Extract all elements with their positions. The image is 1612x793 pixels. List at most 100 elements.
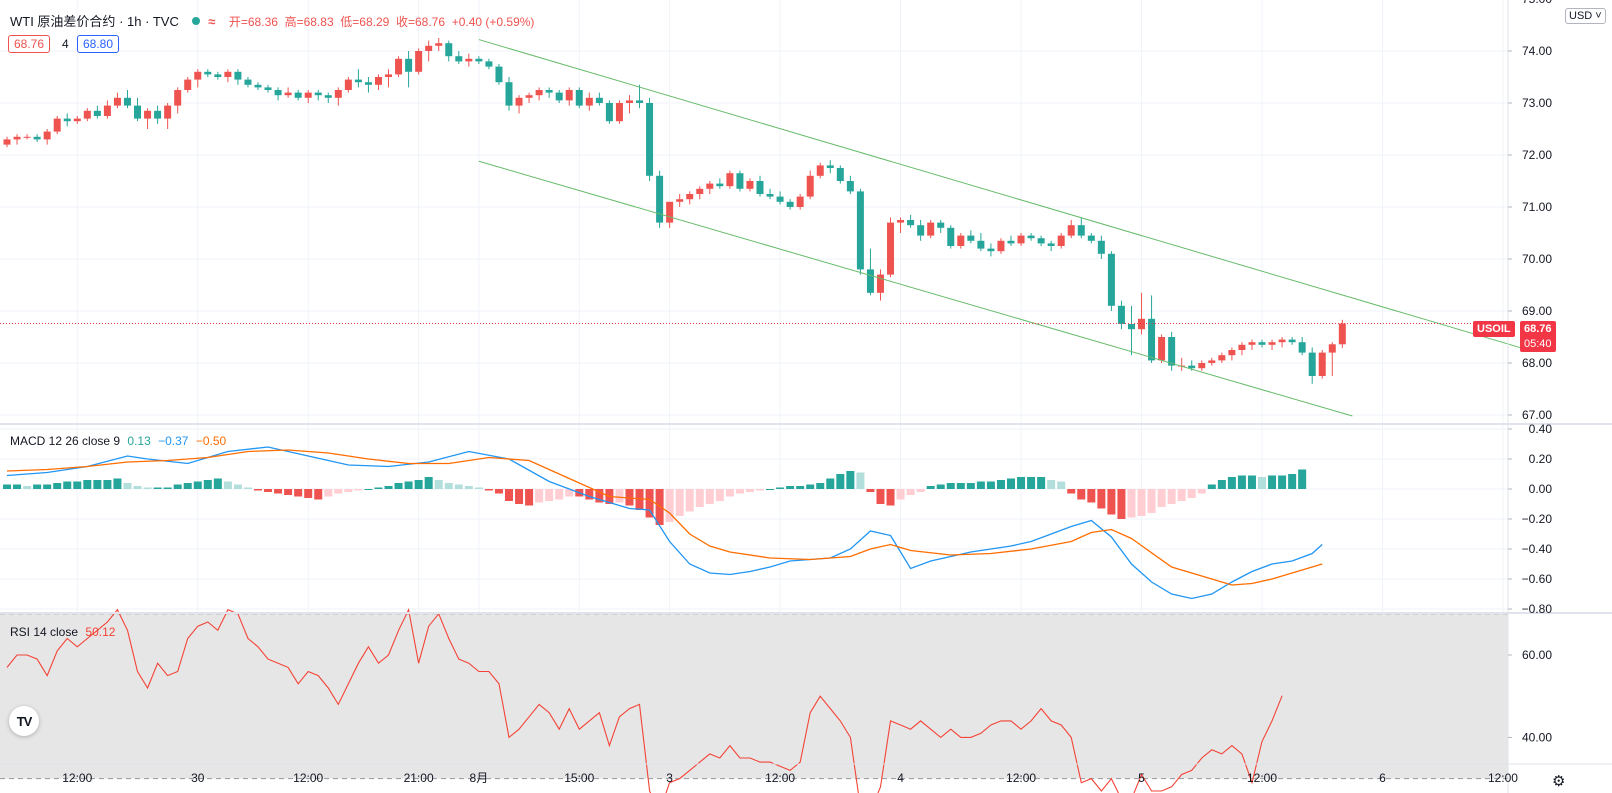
- candle-body: [565, 90, 573, 101]
- candle-body: [786, 201, 794, 207]
- histogram-bar: [33, 484, 42, 489]
- candle-body: [1318, 352, 1326, 376]
- candle-body: [575, 90, 583, 106]
- histogram-bar: [635, 489, 644, 510]
- histogram-bar: [23, 486, 32, 489]
- histogram-bar: [786, 486, 795, 489]
- candle-body: [656, 175, 664, 223]
- macd-line-macd: [6, 446, 1323, 600]
- y-tick-label: 0.20: [1529, 452, 1553, 466]
- x-tick-label: 12:00: [1006, 771, 1036, 785]
- histogram-bar: [344, 489, 353, 492]
- candle-body: [646, 103, 654, 176]
- histogram-bar: [936, 484, 945, 489]
- candle-body: [405, 58, 413, 72]
- candle-body: [1168, 337, 1176, 366]
- histogram-bar: [1268, 475, 1277, 489]
- histogram-bar: [1147, 489, 1156, 513]
- candle-body: [1338, 323, 1346, 345]
- candle-body: [1087, 235, 1095, 241]
- candle-body: [585, 97, 593, 106]
- indicator-lines: [0, 322, 1508, 793]
- candle-body: [1308, 352, 1316, 376]
- histogram-bar: [73, 481, 82, 489]
- y-tick-label: 74.00: [1522, 44, 1552, 58]
- rsi-title[interactable]: RSI 14 close: [10, 625, 79, 639]
- histogram-bar: [1037, 477, 1046, 489]
- candle-body: [615, 103, 623, 122]
- x-tick-label: 4: [897, 771, 904, 785]
- histogram-bar: [946, 483, 955, 489]
- histogram-bar: [1187, 489, 1196, 498]
- histogram-bar: [284, 489, 293, 495]
- candle-body: [555, 92, 563, 101]
- rsi-current-value: 50.12: [85, 625, 116, 639]
- time-axis[interactable]: 12:00 30 12:00 21:00 8月 15:00 3 12:00 4 12:00 5 12:…: [62, 771, 1518, 785]
- price-axis[interactable]: 75.00 74.00 73.00 72.00 71.00 70.00 69.00 68.00…: [1508, 0, 1552, 793]
- candle-body: [1067, 225, 1075, 236]
- y-tick-label: −0.40: [1522, 542, 1553, 556]
- x-tick-label: 8月: [470, 771, 489, 785]
- spread-value: 4: [62, 37, 69, 51]
- x-tick-label: 15:00: [564, 771, 594, 785]
- histogram-bar: [1217, 480, 1226, 489]
- currency-button[interactable]: USD ˅: [1565, 8, 1606, 24]
- candle-body: [1298, 342, 1306, 353]
- price-tag-symbol: USOIL: [1473, 321, 1515, 337]
- histogram-bar: [585, 489, 594, 500]
- market-status-icon[interactable]: [192, 17, 201, 25]
- histogram-bar: [1027, 477, 1036, 489]
- candle-body: [816, 165, 824, 176]
- y-tick-label: 71.00: [1522, 200, 1552, 214]
- candle-body: [947, 227, 955, 246]
- candle-body: [123, 97, 131, 106]
- candle-body: [1288, 339, 1296, 343]
- x-tick-label: 12:00: [62, 771, 92, 785]
- histogram-bar: [1298, 469, 1307, 489]
- histogram-bar: [555, 489, 564, 500]
- histogram-bar: [484, 489, 493, 491]
- bid-price[interactable]: 68.76: [8, 35, 51, 53]
- candle-body: [525, 95, 533, 98]
- histogram-bar: [1117, 489, 1126, 519]
- y-tick-label: 40.00: [1522, 730, 1552, 744]
- price-tag-countdown: 05:40: [1520, 336, 1556, 352]
- macd-legend: MACD 12 26 close 9 0.13 −0.37 −0.50: [10, 434, 226, 448]
- channel-line-lower[interactable]: [478, 160, 1353, 417]
- wave-icon[interactable]: ≈: [208, 14, 216, 29]
- channel-line-upper[interactable]: [478, 39, 1524, 349]
- candle-body: [194, 71, 202, 80]
- macd-signal-value: −0.50: [195, 434, 227, 448]
- candle-body: [636, 100, 644, 103]
- candle-body: [254, 84, 262, 88]
- y-tick-label: 70.00: [1522, 252, 1552, 266]
- histogram-bar: [675, 489, 684, 516]
- histogram-bar: [1127, 489, 1136, 518]
- candle-body: [425, 45, 433, 51]
- settings-gear-icon[interactable]: ⚙: [1552, 773, 1566, 790]
- histogram-bar: [424, 477, 433, 489]
- macd-title[interactable]: MACD 12 26 close 9: [10, 434, 121, 448]
- candle-body: [1138, 318, 1146, 330]
- candle-body: [294, 92, 302, 98]
- ask-price[interactable]: 68.80: [77, 35, 120, 53]
- interval-label[interactable]: 1h: [127, 14, 142, 29]
- tradingview-logo[interactable]: TV: [9, 706, 39, 736]
- histogram-bar: [1167, 489, 1176, 504]
- histogram-bar: [384, 486, 393, 489]
- histogram-bar: [113, 478, 122, 489]
- histogram-bar: [1057, 481, 1066, 489]
- histogram-bar: [314, 489, 323, 500]
- histogram-bar: [665, 489, 674, 522]
- candle-body: [696, 188, 704, 194]
- candle-body: [887, 222, 895, 275]
- candle-body: [897, 220, 905, 223]
- trend-channel[interactable]: [478, 39, 1524, 417]
- histogram-bar: [364, 489, 373, 490]
- histogram-bar: [896, 489, 905, 500]
- candle-body: [113, 97, 121, 106]
- symbol-title[interactable]: WTI 原油差价合约: [10, 14, 116, 29]
- histogram-bar: [213, 478, 222, 489]
- candle-body: [595, 97, 603, 103]
